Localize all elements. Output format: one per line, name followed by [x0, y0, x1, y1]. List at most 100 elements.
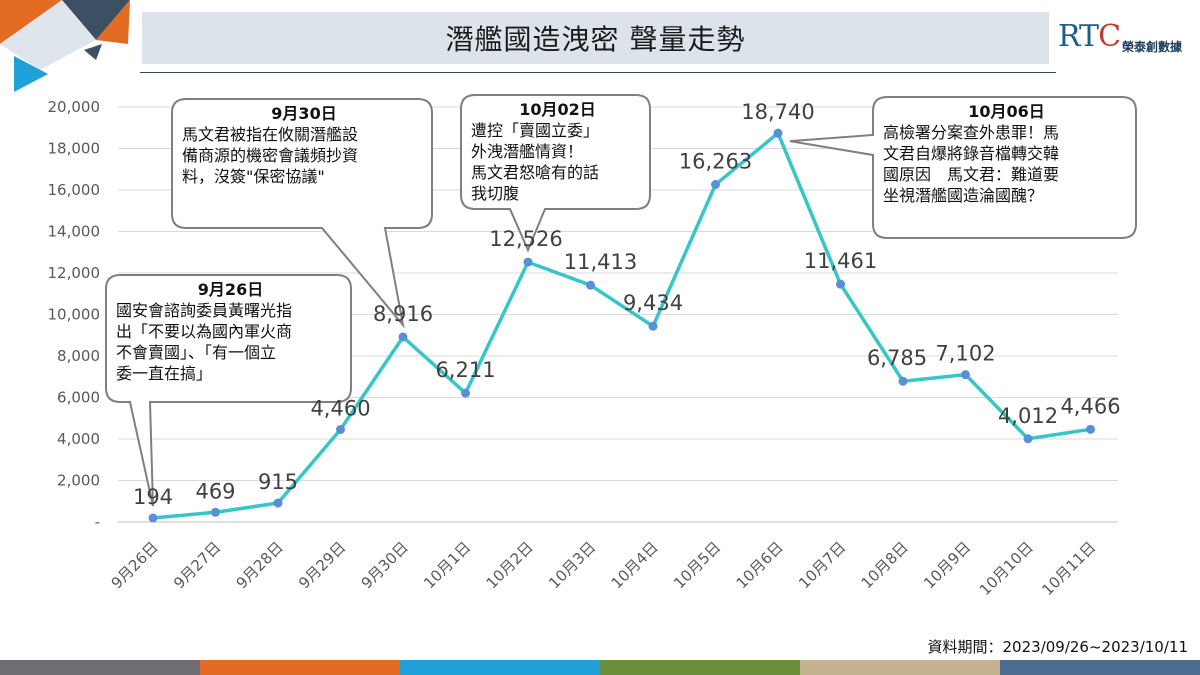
data-label: 18,740 [741, 100, 814, 124]
y-tick-label: 2,000 [57, 472, 100, 490]
callout-line: 我切腹 [471, 184, 520, 203]
data-point [461, 388, 470, 398]
data-point [523, 257, 533, 267]
logo-mark: RTC [1058, 19, 1121, 54]
data-label: 12,526 [489, 227, 562, 251]
callout-line: 國原因 馬文君：難道要 [883, 165, 1060, 184]
x-tick-label: 9月28日 [233, 538, 287, 592]
data-point [336, 424, 345, 434]
callout-line: 料，沒簽"保密協議" [182, 167, 325, 186]
data-point [273, 498, 283, 508]
data-point [773, 128, 783, 138]
corner-decoration [0, 0, 130, 92]
x-tick-label: 10月2日 [483, 538, 537, 592]
data-label: 11,461 [804, 249, 877, 273]
data-point [211, 507, 220, 517]
data-label: 6,785 [867, 346, 927, 370]
data-label: 915 [258, 470, 298, 494]
callout-line: 不會賣國」、「有一個立 [116, 343, 277, 362]
x-tick-label: 9月27日 [170, 538, 224, 592]
callout-bubble [789, 96, 1137, 239]
chart-callouts [105, 94, 1137, 507]
company-logo: RTC 榮泰創數據 [1058, 20, 1198, 60]
callout-date: 9月26日 [197, 280, 264, 299]
callout-line: 備商源的機密會議頻抄資 [182, 146, 359, 165]
bottom-color-bar [0, 660, 1200, 675]
title-divider [140, 72, 1056, 73]
data-label: 8,916 [373, 302, 433, 326]
title-bar: 潛艦國造洩密 聲量走勢 [142, 12, 1049, 64]
bottom-bar-segment [600, 660, 800, 675]
data-point [586, 280, 595, 290]
data-point [711, 180, 720, 190]
callout-text: 9月26日 國安會諮詢委員黃曙光指 出「不要以為國內軍火商 不會賣國」、「有一個立 委一… [116, 279, 345, 384]
y-tick-label: 4,000 [57, 430, 100, 448]
callout-bubble [460, 94, 651, 253]
bottom-bar-segment [400, 660, 600, 675]
y-tick-label: 16,000 [48, 181, 101, 199]
y-tick-label: 14,000 [48, 223, 101, 241]
x-tick-label: 9月26日 [108, 538, 162, 592]
x-tick-label: 10月5日 [670, 538, 724, 592]
x-tick-label: 10月3日 [545, 538, 599, 592]
x-tick-label: 10月11日 [1038, 538, 1099, 599]
x-tick-label: 10月6日 [733, 538, 787, 592]
callout-date: 10月06日 [968, 102, 1045, 121]
data-label: 7,102 [935, 342, 995, 366]
data-label: 9,434 [623, 291, 683, 315]
data-label: 4,012 [998, 404, 1058, 428]
bottom-bar-segment [200, 660, 400, 675]
callout-line: 高檢署分案查外患罪！馬 [883, 123, 1060, 142]
callout-line: 馬文君怒嗆有的話 [471, 163, 600, 182]
x-tick-label: 10月8日 [858, 538, 912, 592]
data-label: 4,460 [310, 396, 370, 420]
bottom-bar-segment [1000, 660, 1200, 675]
x-tick-label: 9月29日 [295, 538, 349, 592]
y-tick-label: 6,000 [57, 389, 100, 407]
page-title: 潛艦國造洩密 聲量走勢 [445, 23, 746, 56]
data-point [961, 370, 970, 380]
callout-bubble [171, 98, 433, 329]
x-tick-label: 10月7日 [795, 538, 849, 592]
data-label: 4,466 [1060, 394, 1120, 418]
callout-bubble [105, 274, 352, 507]
callout-line: 委一直在搞」 [116, 364, 213, 383]
x-tick-label: 10月9日 [920, 538, 974, 592]
callout-line: 文君自爆將錄音檔轉交韓 [883, 144, 1060, 163]
data-point [898, 376, 908, 386]
data-point [648, 321, 658, 331]
x-tick-label: 10月10日 [976, 538, 1037, 599]
bottom-bar-segment [800, 660, 1000, 675]
callout-line: 出「不要以為國內軍火商 [116, 322, 293, 341]
data-point [836, 279, 845, 289]
x-tick-label: 9月30日 [358, 538, 412, 592]
y-tick-label: 8,000 [57, 347, 100, 365]
data-label: 469 [195, 479, 235, 503]
y-tick-label: 10,000 [48, 306, 101, 324]
callout-line: 遭控「賣國立委」 [471, 121, 600, 140]
data-label: 16,263 [679, 150, 752, 174]
y-tick-label: 18,000 [48, 140, 101, 158]
data-point [148, 513, 158, 523]
callout-text: 9月30日 馬文君被指在攸關潛艦設 備商源的機密會議頻抄資 料，沒簽"保密協議" [182, 103, 426, 187]
callout-date: 10月02日 [519, 100, 596, 119]
logo-mark-rt: RT [1058, 19, 1099, 54]
data-point [1023, 434, 1033, 444]
x-tick-label: 10月1日 [420, 538, 474, 592]
data-period-note: 資料期間：2023/09/26~2023/10/11 [927, 638, 1188, 656]
series-line [152, 131, 1091, 520]
bottom-bar-segment [0, 660, 200, 675]
callout-text: 10月06日高檢署分案查外患罪！馬 文君自爆將錄音檔轉交韓 國原因 馬文君：難道要坐… [883, 101, 1130, 206]
x-tick-label: 10月4日 [608, 538, 662, 592]
y-tick-label: - [95, 513, 100, 531]
logo-mark-c: C [1098, 19, 1121, 54]
y-tick-label: 12,000 [48, 264, 101, 282]
logo-name: 榮泰創數據 [1122, 40, 1183, 54]
y-tick-label: 20,000 [48, 98, 101, 116]
data-label: 6,211 [435, 358, 495, 382]
callout-line: 坐視潛艦國造淪國醜？ [883, 186, 1044, 205]
callout-text: 10月02日 遭控「賣國立委」 外洩潛艦情資！ 馬文君怒嗆有的話 我切腹 [471, 99, 644, 204]
callout-line: 馬文君被指在攸關潛艦設 [182, 125, 359, 144]
